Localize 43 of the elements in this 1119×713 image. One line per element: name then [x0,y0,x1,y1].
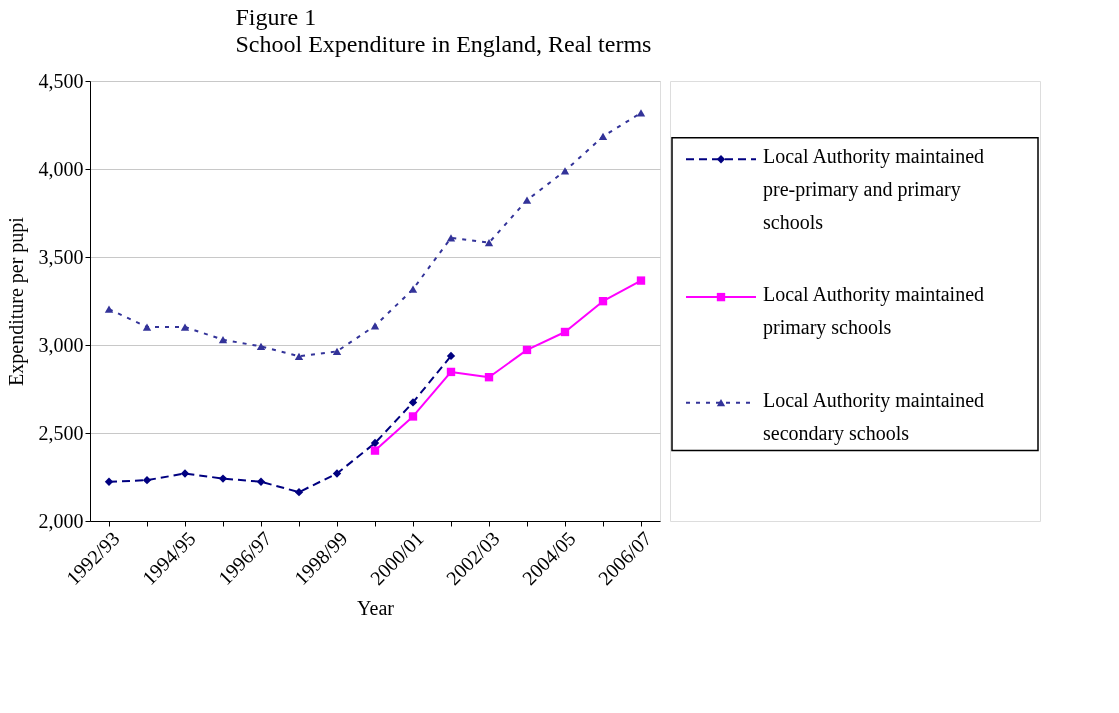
point [332,469,342,478]
legend-label: Local Authority maintained pre-primary and primary schools [763,145,985,234]
point [180,469,190,478]
point [370,446,380,455]
y-tick-label: 4,500 [38,69,84,92]
point [294,352,304,360]
point [408,412,418,421]
point [408,398,418,407]
chart-title: Figure 1 [235,3,317,30]
x-axis-title: Year [357,597,395,619]
point [142,475,152,485]
point [484,239,494,247]
point [484,373,494,382]
point [522,345,532,355]
point [446,367,456,377]
point [408,285,418,293]
point [104,305,114,313]
y-tick-label: 2,500 [38,421,84,444]
point [256,477,266,486]
point [560,327,570,337]
y-tick-label: 3,500 [38,245,84,268]
point [446,351,456,361]
point [598,296,608,306]
chart-subtitle: School Expenditure in England, Real terms [235,30,652,57]
point [370,438,380,448]
point [636,276,646,285]
legend-label: Local Authority maintained primary schools [763,283,985,340]
legend-label: Local Authority maintained secondary schools [763,388,985,445]
point [598,132,608,141]
point [218,336,228,344]
y-tick-label: 2,000 [38,509,84,532]
point [522,196,532,204]
point [142,323,152,331]
y-tick-label: 3,000 [38,333,84,356]
y-tick-label: 4,000 [38,157,84,180]
y-axis-title: Expenditure per pupi [4,216,28,386]
point [332,347,342,355]
point [294,487,304,497]
point [256,342,266,351]
point [560,167,570,175]
point [104,477,114,486]
point [218,474,228,483]
point [180,323,190,331]
